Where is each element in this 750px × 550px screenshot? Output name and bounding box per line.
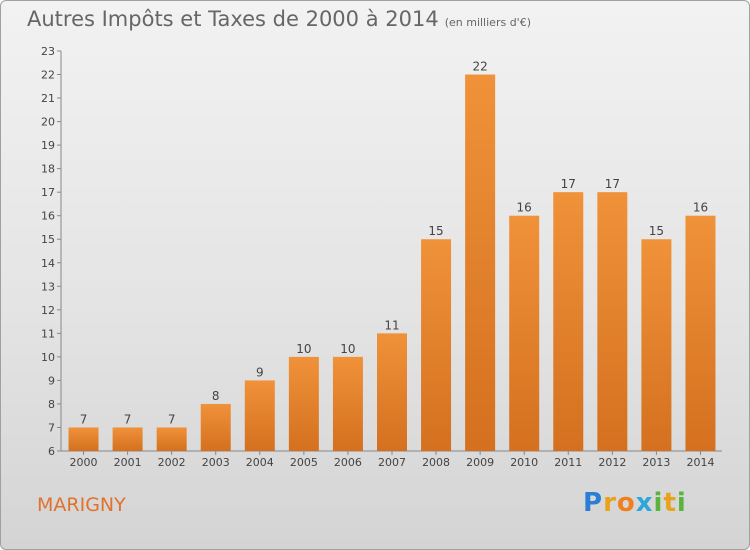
y-tick-label: 7 (48, 421, 55, 434)
bar (597, 192, 628, 452)
bar (509, 215, 540, 451)
x-tick-label: 2003 (202, 456, 230, 469)
y-tick-label: 12 (41, 304, 55, 317)
y-tick-label: 8 (48, 398, 55, 411)
x-tick-label: 2010 (510, 456, 538, 469)
y-tick-label: 6 (48, 445, 55, 458)
bar (200, 403, 231, 451)
bar-value-label: 10 (340, 342, 355, 356)
bar (641, 239, 672, 451)
bar-value-label: 16 (693, 201, 708, 215)
y-tick-label: 22 (41, 69, 55, 82)
bar (112, 427, 143, 451)
y-tick-label: 10 (41, 351, 55, 364)
chart-title: Autres Impôts et Taxes de 2000 à 2014 (en… (27, 7, 531, 31)
bar (68, 427, 99, 451)
y-tick-label: 9 (48, 374, 55, 387)
bar-value-label: 7 (168, 412, 176, 426)
y-tick-label: 18 (41, 163, 55, 176)
bar (553, 192, 584, 452)
bar-value-label: 11 (384, 318, 399, 332)
bar-value-label: 7 (124, 412, 132, 426)
bar (288, 356, 319, 451)
proxiti-logo: Proxiti (583, 488, 687, 518)
y-tick-label: 13 (41, 280, 55, 293)
x-tick-label: 2014 (686, 456, 714, 469)
x-tick-label: 2013 (642, 456, 670, 469)
bar-value-label: 7 (80, 412, 88, 426)
chart-subtitle: (en milliers d'€) (444, 16, 531, 29)
y-tick-label: 21 (41, 92, 55, 105)
bar (156, 427, 187, 451)
x-tick-label: 2001 (114, 456, 142, 469)
bar-value-label: 16 (517, 201, 532, 215)
x-tick-label: 2009 (466, 456, 494, 469)
bar (465, 74, 496, 451)
bar-value-label: 8 (212, 389, 220, 403)
y-tick-label: 17 (41, 186, 55, 199)
x-tick-label: 2011 (554, 456, 582, 469)
x-tick-label: 2008 (422, 456, 450, 469)
bar-value-label: 17 (605, 177, 620, 191)
bar (244, 380, 275, 451)
logo-letter: x (635, 488, 654, 518)
logo-letter: o (616, 488, 636, 518)
logo-letter: P (583, 488, 604, 518)
chart-title-text: Autres Impôts et Taxes de 2000 à 2014 (27, 7, 439, 31)
y-tick-label: 16 (41, 210, 55, 223)
y-tick-label: 15 (41, 233, 55, 246)
x-tick-label: 2005 (290, 456, 318, 469)
bar-value-label: 10 (296, 342, 311, 356)
bar (332, 356, 363, 451)
y-tick-label: 19 (41, 139, 55, 152)
bar (377, 333, 407, 451)
y-tick-label: 20 (41, 116, 55, 129)
x-tick-label: 2012 (598, 456, 626, 469)
logo-letter: r (603, 488, 617, 518)
y-tick-label: 11 (41, 327, 55, 340)
logo-letter: i (676, 488, 687, 518)
x-tick-label: 2002 (158, 456, 186, 469)
logo-letter: i (653, 488, 664, 518)
y-tick-label: 14 (41, 257, 55, 270)
bar-value-label: 15 (649, 224, 664, 238)
bar (685, 215, 716, 451)
x-tick-label: 2000 (70, 456, 98, 469)
y-tick-label: 23 (41, 45, 55, 58)
x-tick-label: 2006 (334, 456, 362, 469)
bar (421, 239, 452, 451)
bar-value-label: 17 (561, 177, 576, 191)
x-tick-label: 2004 (246, 456, 274, 469)
bar-value-label: 15 (428, 224, 443, 238)
commune-name: MARIGNY (37, 494, 126, 516)
bar-value-label: 22 (472, 60, 487, 74)
logo-letter: t (663, 488, 677, 518)
x-tick-label: 2007 (378, 456, 406, 469)
bar-value-label: 9 (256, 365, 264, 379)
